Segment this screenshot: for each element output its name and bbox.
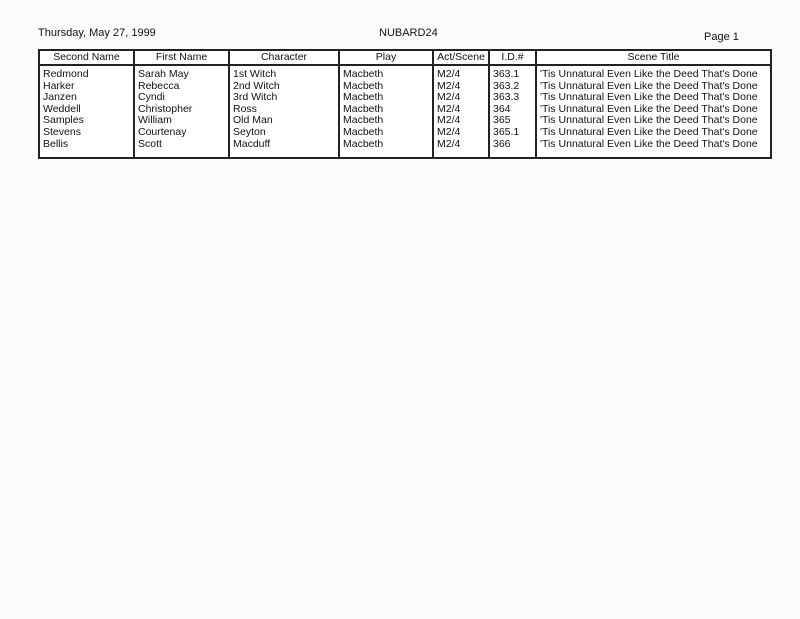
table-cell: Macduff [233,137,271,150]
table-cell: M2/4 [437,114,461,127]
table-cell: Scott [138,137,162,150]
table-cell: 'Tis Unnatural Even Like the Deed That's… [540,125,758,138]
table-cell: Stevens [43,125,81,138]
column-cells: Macbeth Macbeth Macbeth Macbeth Macbeth Macbe… [340,66,432,150]
table-cell: 366 [493,137,511,150]
table-cell: M2/4 [437,91,461,104]
column-cells: Sarah May Rebecca Cyndi Christopher William C… [135,66,228,150]
table-cell: Macbeth [343,102,384,115]
table-cell: M2/4 [437,79,461,92]
cast-table: Second Name Redmond Harker Janzen Weddell Sam… [38,49,772,159]
table-column: I.D.# 363.1 363.2 363.3 364 365 365.1 366 [488,51,535,157]
table-cell: Rebecca [138,79,180,92]
table-cell: 363.1 [493,68,520,80]
table-cell: 363.2 [493,79,520,92]
table-cell: 2nd Witch [233,79,280,92]
table-cell: Janzen [43,91,77,104]
table-column: Character 1st Witch 2nd Witch 3rd Witch Ross… [228,51,338,157]
table-cell: 365.1 [493,125,520,138]
table-cell: Ross [233,102,257,115]
table-cell: Courtenay [138,125,187,138]
table-cell: M2/4 [437,102,461,115]
table-cell: Macbeth [343,114,384,127]
table-cell: 'Tis Unnatural Even Like the Deed That's… [540,102,758,115]
table-cell: Cyndi [138,91,165,104]
table-cell: 364 [493,102,511,115]
report-title: NUBARD24 [379,27,438,39]
table-cell: Macbeth [343,68,384,80]
table-cell: William [138,114,172,127]
table-cell: M2/4 [437,68,461,80]
table-cell: Macbeth [343,125,384,138]
column-header: Play [340,51,432,66]
column-header: Act/Scene [434,51,488,66]
table-column: Scene Title 'Tis Unnatural Even Like the … [535,51,770,157]
column-cells: Redmond Harker Janzen Weddell Samples Stevens… [40,66,133,150]
table-cell: M2/4 [437,137,461,150]
table-cell: Old Man [233,114,273,127]
table-cell: Seyton [233,125,266,138]
page-number: Page 1 [704,31,739,43]
table-cell: Weddell [43,102,81,115]
table-cell: 'Tis Unnatural Even Like the Deed That's… [540,91,758,104]
table-cell: Sarah May [138,68,189,80]
table-column: Act/Scene M2/4 M2/4 M2/4 M2/4 M2/4 M2/4 M2/4 [432,51,488,157]
column-header: Second Name [40,51,133,66]
table-cell: Macbeth [343,91,384,104]
table-cell: 'Tis Unnatural Even Like the Deed That's… [540,114,758,127]
table-cell: 363.3 [493,91,520,104]
column-header: First Name [135,51,228,66]
table-cell: Macbeth [343,79,384,92]
column-cells: 363.1 363.2 363.3 364 365 365.1 366 [490,66,535,150]
table-cell: Bellis [43,137,69,150]
column-cells: 'Tis Unnatural Even Like the Deed That's… [537,66,770,150]
column-header: Scene Title [537,51,770,66]
table-cell: 'Tis Unnatural Even Like the Deed That's… [540,79,758,92]
table-cell: 365 [493,114,511,127]
report-date: Thursday, May 27, 1999 [38,27,156,39]
table-column: Play Macbeth Macbeth Macbeth Macbeth Macbeth M… [338,51,432,157]
column-cells: M2/4 M2/4 M2/4 M2/4 M2/4 M2/4 M2/4 [434,66,488,150]
table-cell: 3rd Witch [233,91,278,104]
table-cell: Harker [43,79,75,92]
table-cell: 'Tis Unnatural Even Like the Deed That's… [540,137,758,150]
column-header: Character [230,51,338,66]
table-column: Second Name Redmond Harker Janzen Weddell Sam… [40,51,133,157]
table-cell: Redmond [43,68,89,80]
table-cell: 'Tis Unnatural Even Like the Deed That's… [540,68,758,80]
table-cell: Christopher [138,102,193,115]
table-cell: 1st Witch [233,68,277,80]
column-cells: 1st Witch 2nd Witch 3rd Witch Ross Old Man Se… [230,66,338,150]
column-header: I.D.# [490,51,535,66]
table-column: First Name Sarah May Rebecca Cyndi Christoph… [133,51,228,157]
table-cell: Samples [43,114,84,127]
table-cell: Macbeth [343,137,384,150]
table-cell: M2/4 [437,125,461,138]
